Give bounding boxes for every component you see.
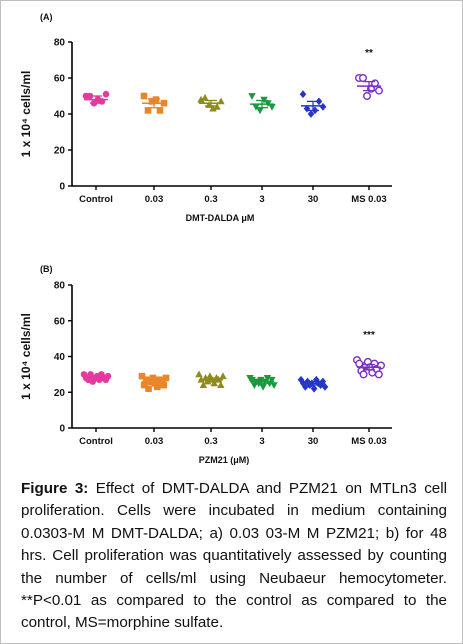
- x-tick-label: 0.03: [145, 436, 164, 447]
- series-group: [353, 356, 386, 379]
- data-point: [160, 381, 168, 389]
- x-tick-label: MS 0.03: [351, 436, 386, 447]
- y-tick-label: 80: [54, 38, 66, 49]
- figure-caption: Figure 3: Effect of DMT-DALDA and PZM21 …: [21, 478, 447, 635]
- series-group: [195, 370, 227, 388]
- caption-text: Effect of DMT-DALDA and PZM21 on MTLn3 c…: [21, 480, 447, 632]
- significance-annotation: ***: [363, 330, 375, 341]
- data-point: [263, 375, 272, 382]
- data-point: [248, 93, 256, 100]
- data-point: [268, 376, 276, 384]
- y-tick-label: 20: [54, 388, 66, 399]
- data-point: [149, 374, 157, 382]
- series-group: [297, 375, 329, 393]
- y-tick-label: 0: [59, 182, 65, 193]
- series-group: [248, 93, 276, 115]
- y-tick-label: 0: [59, 424, 65, 435]
- data-point: [209, 104, 217, 112]
- series-group: [197, 93, 225, 112]
- series-group: [140, 92, 168, 114]
- y-tick-label: 40: [54, 110, 66, 121]
- series-group: [80, 371, 112, 385]
- data-point: [148, 98, 156, 105]
- x-tick-label: 0.03: [145, 194, 164, 205]
- data-point: [138, 372, 146, 380]
- data-point: [310, 384, 318, 393]
- data-point: [144, 107, 152, 114]
- x-tick-label: 30: [308, 436, 319, 447]
- data-point: [321, 382, 329, 391]
- data-point: [375, 86, 384, 95]
- series-group: [138, 372, 170, 392]
- data-point: [217, 381, 225, 388]
- data-point: [359, 370, 368, 379]
- data-point: [256, 107, 264, 115]
- data-point: [140, 381, 148, 389]
- y-axis-label: 1 x 10⁴ cells/ml: [19, 313, 33, 400]
- x-tick-label: 30: [308, 194, 319, 205]
- data-point: [355, 359, 364, 368]
- significance-annotation: **: [365, 48, 373, 59]
- data-point: [162, 374, 170, 382]
- chart-panel-a: (A) 0 20 40 60 80 Control 0.03 0.3 3 30 MS 0.03 DMT-…: [19, 12, 392, 223]
- data-point: [145, 385, 152, 392]
- x-tick-label: Control: [79, 194, 113, 205]
- data-point: [143, 376, 150, 384]
- data-point: [210, 379, 218, 387]
- data-point: [248, 376, 256, 384]
- data-point: [268, 103, 276, 111]
- y-tick-label: 40: [54, 352, 66, 363]
- y-tick-label: 20: [54, 146, 66, 157]
- data-point: [374, 370, 383, 379]
- data-point: [102, 90, 110, 98]
- data-point: [359, 73, 368, 82]
- data-point: [363, 91, 372, 100]
- x-tick-label: 3: [259, 194, 264, 205]
- data-point: [319, 102, 327, 111]
- x-axis-label: PZM21 (μM): [199, 455, 250, 465]
- data-point: [152, 96, 160, 103]
- series-group: [355, 73, 384, 100]
- y-axis-label: 1 x 10⁴ cells/ml: [19, 71, 33, 158]
- data-point: [199, 381, 208, 388]
- x-tick-label: MS 0.03: [351, 194, 386, 205]
- data-point: [151, 380, 159, 387]
- data-point: [303, 104, 311, 113]
- x-tick-label: Control: [79, 436, 113, 447]
- series-group: [299, 90, 327, 118]
- chart-panel-b: (B) 0 20 40 60 80 Control 0.03 0.3 3 30 MS 0.03 PZM2…: [19, 264, 392, 465]
- data-point: [259, 383, 267, 391]
- x-tick-label: 3: [259, 436, 264, 447]
- x-tick-label: 0.3: [204, 194, 217, 205]
- series-group: [82, 90, 110, 107]
- y-tick-label: 80: [54, 281, 66, 292]
- series-group: [246, 375, 278, 391]
- panel-label: (B): [40, 264, 53, 274]
- y-tick-label: 60: [54, 316, 66, 327]
- data-point: [153, 383, 161, 391]
- x-axis-label: DMT-DALDA μM: [186, 213, 255, 223]
- caption-label: Figure 3:: [21, 480, 89, 497]
- data-point: [299, 90, 307, 99]
- panel-label: (A): [40, 12, 53, 22]
- data-point: [195, 370, 203, 378]
- data-point: [197, 95, 205, 103]
- data-point: [307, 110, 315, 118]
- data-point: [270, 382, 278, 389]
- data-point: [201, 93, 209, 101]
- data-point: [156, 107, 164, 114]
- y-tick-label: 60: [54, 74, 66, 85]
- x-tick-label: 0.3: [204, 436, 217, 447]
- data-point: [219, 372, 227, 380]
- data-point: [140, 92, 148, 100]
